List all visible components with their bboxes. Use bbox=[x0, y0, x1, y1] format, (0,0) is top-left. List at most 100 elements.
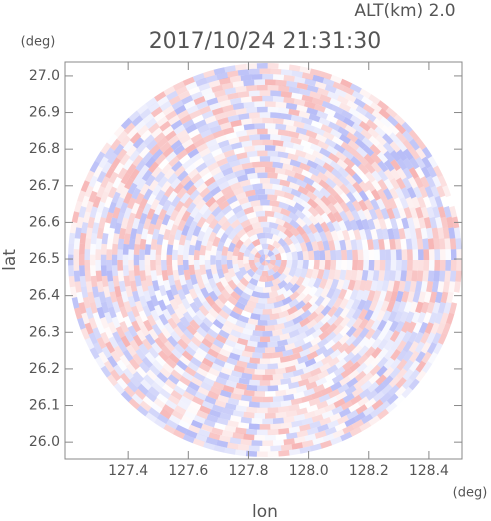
radar-cell bbox=[348, 107, 361, 118]
radar-cell bbox=[126, 127, 139, 139]
radar-cell bbox=[100, 254, 107, 266]
radar-cell bbox=[77, 317, 86, 330]
radar-cell bbox=[383, 329, 394, 342]
radar-cell bbox=[335, 390, 348, 401]
radar-cell bbox=[339, 375, 351, 387]
radar-cell bbox=[270, 401, 282, 408]
radar-cell bbox=[235, 107, 247, 115]
radar-cell bbox=[250, 247, 259, 256]
radar-cell bbox=[192, 283, 202, 295]
radar-cell bbox=[119, 187, 129, 199]
radar-cell bbox=[351, 172, 363, 185]
radar-cell bbox=[327, 91, 340, 101]
radar-cell bbox=[221, 264, 229, 274]
radar-cell bbox=[394, 238, 402, 250]
radar-cell bbox=[89, 301, 98, 314]
radar-cell bbox=[123, 275, 131, 287]
radar-cell bbox=[277, 237, 288, 248]
radar-cell bbox=[309, 143, 322, 153]
radar-cell bbox=[251, 374, 263, 381]
radar-cell bbox=[211, 206, 222, 217]
radar-cell bbox=[89, 347, 100, 360]
radar-cell bbox=[176, 149, 188, 161]
radar-cell bbox=[278, 64, 289, 71]
radar-cell bbox=[243, 433, 255, 441]
radar-cell bbox=[262, 139, 273, 146]
radar-cell bbox=[227, 70, 239, 78]
radar-cell bbox=[164, 340, 176, 352]
radar-cell bbox=[158, 284, 167, 297]
radar-cell bbox=[173, 124, 186, 135]
radar-cell bbox=[161, 345, 173, 357]
y-tick-label: 26.3 bbox=[29, 324, 60, 340]
radar-cell bbox=[312, 320, 325, 332]
radar-cell bbox=[370, 280, 378, 292]
radar-cell bbox=[254, 325, 265, 332]
radar-cell bbox=[174, 165, 186, 177]
radar-cell bbox=[107, 355, 118, 368]
radar-cell bbox=[127, 182, 138, 195]
radar-cell bbox=[311, 268, 319, 280]
radar-cell bbox=[270, 156, 281, 163]
radar-cell bbox=[221, 185, 233, 196]
radar-cell bbox=[384, 290, 393, 303]
radar-cell bbox=[358, 120, 371, 132]
radar-cell bbox=[98, 217, 107, 229]
radar-cell bbox=[262, 227, 272, 234]
radar-cell bbox=[194, 269, 202, 280]
radar-cell bbox=[140, 280, 149, 292]
radar-cell bbox=[313, 277, 322, 289]
radar-cell bbox=[113, 143, 125, 156]
radar-cell bbox=[224, 172, 237, 182]
radar-cell bbox=[124, 330, 135, 343]
radar-cell bbox=[335, 151, 347, 162]
radar-cell bbox=[426, 301, 435, 314]
radar-cell bbox=[291, 70, 303, 78]
radar-cell bbox=[84, 337, 95, 350]
radar-cell bbox=[195, 309, 207, 321]
radar-cell bbox=[333, 211, 343, 223]
radar-cell bbox=[240, 291, 251, 301]
radar-cell bbox=[335, 260, 342, 271]
radar-cell bbox=[418, 186, 429, 199]
radar-cell bbox=[282, 266, 291, 277]
radar-cell bbox=[215, 134, 228, 144]
radar-cell bbox=[301, 439, 314, 448]
radar-cell bbox=[412, 186, 423, 199]
radar-cell bbox=[197, 124, 210, 134]
radar-cell bbox=[389, 238, 396, 250]
radar-cell bbox=[344, 269, 352, 281]
radar-cell bbox=[291, 251, 298, 260]
radar-cell bbox=[259, 260, 265, 264]
radar-cell bbox=[219, 276, 229, 288]
radar-cell bbox=[260, 199, 270, 206]
chart-title: 2017/10/24 21:31:30 bbox=[149, 29, 382, 54]
radar-cell bbox=[161, 213, 171, 226]
radar-cell bbox=[349, 147, 361, 159]
radar-cell bbox=[152, 148, 164, 161]
radar-cell bbox=[409, 360, 420, 372]
radar-cell bbox=[420, 331, 430, 344]
radar-cell bbox=[377, 319, 387, 332]
radar-cell bbox=[78, 254, 85, 266]
radar-cell bbox=[223, 362, 235, 371]
radar-cell bbox=[409, 206, 418, 219]
radar-cell bbox=[336, 350, 349, 362]
radar-cell bbox=[272, 329, 283, 337]
radar-cell bbox=[301, 232, 311, 244]
radar-cell bbox=[112, 233, 120, 245]
radar-cell bbox=[165, 303, 176, 316]
radar-cell bbox=[217, 394, 229, 403]
radar-cell bbox=[254, 369, 265, 375]
radar-cell bbox=[209, 102, 221, 111]
radar-cell bbox=[350, 239, 358, 251]
radar-cell bbox=[267, 194, 278, 201]
radar-cell bbox=[332, 324, 344, 336]
radar-cell bbox=[412, 217, 421, 229]
radar-cell bbox=[222, 127, 235, 136]
radar-cell bbox=[285, 312, 297, 322]
radar-cell bbox=[381, 228, 390, 240]
radar-cell bbox=[331, 405, 344, 416]
radar-cell bbox=[371, 161, 382, 173]
radar-cell bbox=[319, 250, 326, 260]
